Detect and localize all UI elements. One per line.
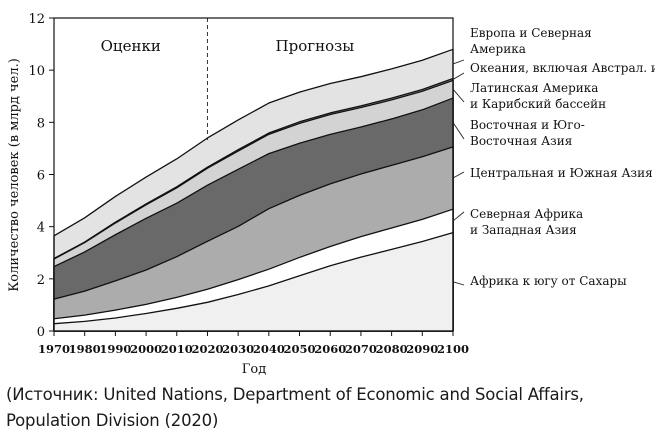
area-африка-к-югу-от-сахары xyxy=(53,232,454,332)
source-caption: (Источник: United Nations, Department of… xyxy=(6,385,584,430)
y-tick-label: 8 xyxy=(37,116,45,131)
legend-label-восточная-и-юго-восточная-азия: Восточная и Юго- xyxy=(470,118,585,132)
y-tick-label: 2 xyxy=(37,273,45,288)
x-tick-label: 2010 xyxy=(161,342,193,356)
y-tick-label: 6 xyxy=(37,169,45,184)
legend-label-центральная-и-южная-азия: Центральная и Южная Азия xyxy=(470,166,653,180)
x-axis-label: Год xyxy=(242,362,266,377)
y-tick-label: 12 xyxy=(28,12,45,27)
x-tick-label: 2090 xyxy=(406,342,438,356)
x-tick-label: 2080 xyxy=(376,342,408,356)
legend: Европа и Северная Америка Океания, включая… xyxy=(452,26,655,288)
y-tick-label: 0 xyxy=(37,325,45,340)
x-tick-label: 2020 xyxy=(191,342,223,356)
y-axis-label: Количество человек (в млрд чел.) xyxy=(7,58,22,292)
x-tick-label: 1980 xyxy=(69,342,101,356)
x-axis: 1970198019902000201020202030204020502060… xyxy=(38,331,469,356)
legend-label-африка-к-югу-от-сахары: Африка к югу от Сахары xyxy=(470,274,627,288)
x-tick-label: 2000 xyxy=(130,342,162,356)
legend-label-северная-африка-и-западная-азия: Северная Африка xyxy=(470,207,583,221)
legend-leader-line xyxy=(452,171,465,179)
estimates-label: Оценки xyxy=(101,37,161,55)
legend-leader-line xyxy=(452,281,465,286)
y-tick-label: 10 xyxy=(28,64,45,79)
legend-leader-line xyxy=(452,122,465,140)
x-tick-label: 2040 xyxy=(253,342,285,356)
y-tick-label: 4 xyxy=(37,221,45,236)
legend-leader-line xyxy=(452,211,465,222)
legend-label-европа-и-северная-америка: Европа и Северная xyxy=(470,26,592,40)
legend-leader-line xyxy=(452,88,465,103)
legend-label-латинская-америка-и-карибский-бассейн: и Карибский бассейн xyxy=(470,97,606,111)
legend-leader-line xyxy=(452,72,465,80)
x-tick-label: 1990 xyxy=(99,342,131,356)
projections-label: Прогнозы xyxy=(276,37,355,55)
population-chart: Оценки Прогнозы 0 2 4 6 8 10 12 197019801990200… xyxy=(7,12,655,377)
legend-label-латинская-америка-и-карибский-бассейн: Латинская Америка xyxy=(470,81,598,95)
x-tick-label: 2030 xyxy=(222,342,254,356)
estimates-projections-divider: Оценки Прогнозы xyxy=(101,18,355,140)
x-tick-label: 2100 xyxy=(437,342,469,356)
y-axis: 0 2 4 6 8 10 12 xyxy=(28,12,54,340)
legend-label-северная-африка-и-западная-азия: и Западная Азия xyxy=(470,223,577,237)
legend-leader-line xyxy=(452,59,465,65)
stacked-areas xyxy=(53,48,454,332)
legend-label-восточная-и-юго-восточная-азия: Восточная Азия xyxy=(470,134,572,148)
legend-label-океания-включая-австрал-и-нз: Океания, включая Австрал. и НЗ xyxy=(470,61,655,75)
x-tick-label: 2070 xyxy=(345,342,377,356)
x-tick-label: 2060 xyxy=(314,342,346,356)
x-tick-label: 1970 xyxy=(38,342,70,356)
legend-label-европа-и-северная-америка: Америка xyxy=(470,42,526,56)
x-tick-label: 2050 xyxy=(284,342,316,356)
